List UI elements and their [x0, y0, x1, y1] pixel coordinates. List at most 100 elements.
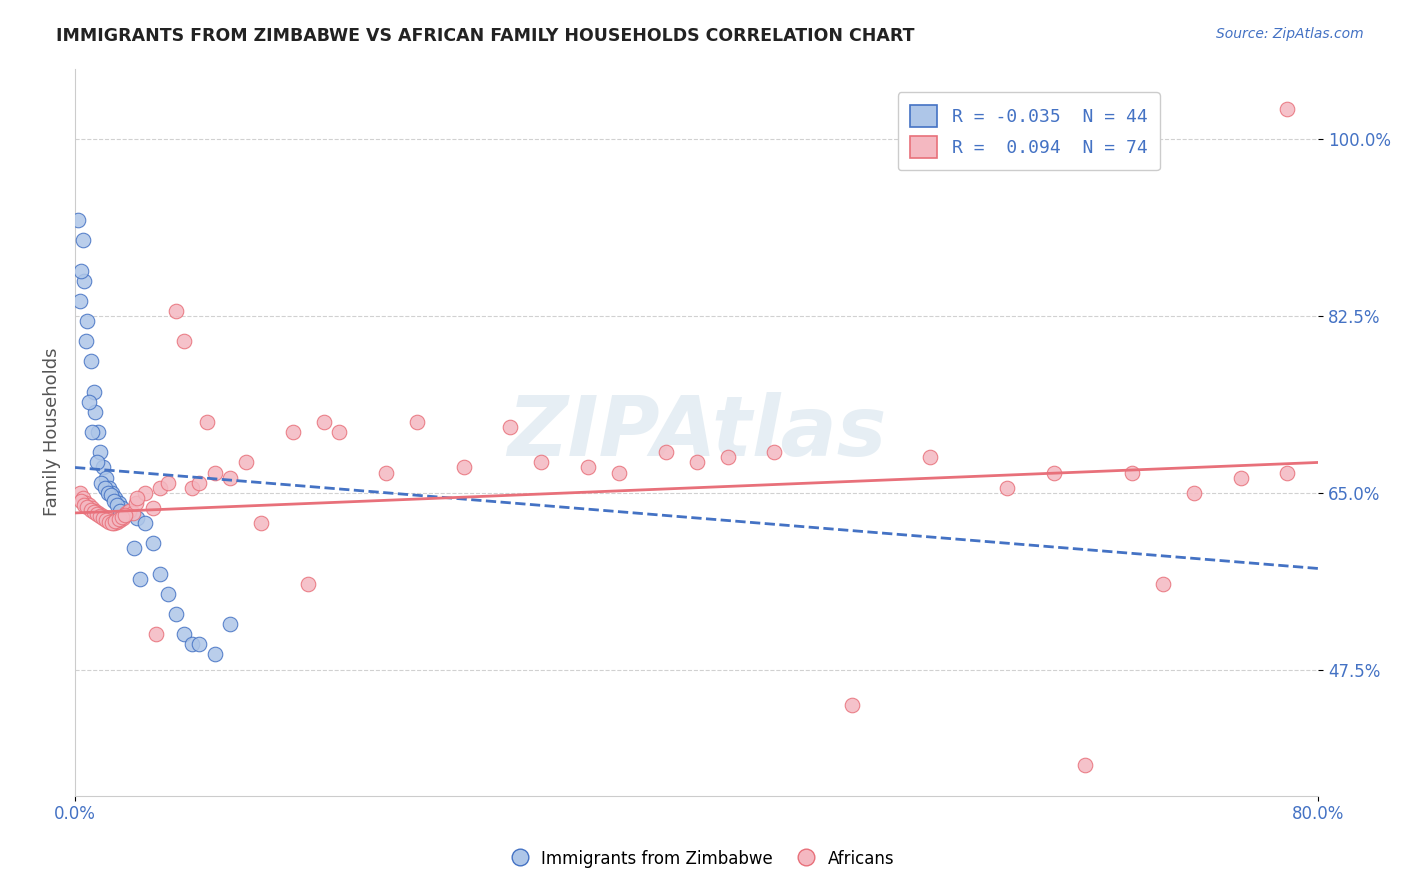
- Point: [76, 500, 98, 514]
- Point: [328, 425, 350, 439]
- Point: [1121, 466, 1143, 480]
- Point: [94, 470, 117, 484]
- Point: [499, 420, 522, 434]
- Point: [111, 510, 134, 524]
- Point: [82, 425, 104, 439]
- Point: [104, 514, 127, 528]
- Text: IMMIGRANTS FROM ZIMBABWE VS AFRICAN FAMILY HOUSEHOLDS CORRELATION CHART: IMMIGRANTS FROM ZIMBABWE VS AFRICAN FAMI…: [56, 27, 915, 45]
- Point: [108, 504, 131, 518]
- Point: [530, 455, 553, 469]
- Point: [149, 481, 172, 495]
- Point: [105, 498, 128, 512]
- Point: [100, 488, 122, 502]
- Point: [204, 648, 226, 662]
- Point: [122, 541, 145, 556]
- Point: [77, 498, 100, 512]
- Point: [134, 485, 156, 500]
- Point: [89, 508, 111, 523]
- Point: [142, 500, 165, 515]
- Point: [75, 334, 97, 349]
- Point: [149, 566, 172, 581]
- Point: [297, 576, 319, 591]
- Point: [104, 491, 127, 505]
- Point: [717, 450, 740, 465]
- Point: [918, 450, 941, 465]
- Point: [84, 504, 107, 518]
- Point: [195, 415, 218, 429]
- Point: [235, 455, 257, 469]
- Point: [165, 607, 187, 621]
- Legend: R = -0.035  N = 44, R =  0.094  N = 74: R = -0.035 N = 44, R = 0.094 N = 74: [897, 92, 1160, 170]
- Point: [70, 493, 93, 508]
- Point: [86, 455, 108, 469]
- Point: [127, 511, 149, 525]
- Point: [112, 511, 135, 525]
- Point: [73, 498, 96, 512]
- Point: [118, 504, 141, 518]
- Point: [83, 505, 105, 519]
- Point: [127, 491, 149, 505]
- Point: [79, 503, 101, 517]
- Point: [87, 425, 110, 439]
- Point: [93, 481, 115, 495]
- Point: [105, 515, 128, 529]
- Point: [101, 485, 124, 500]
- Point: [1074, 758, 1097, 772]
- Point: [114, 508, 136, 522]
- Point: [173, 334, 195, 349]
- Point: [685, 455, 707, 469]
- Point: [98, 481, 121, 495]
- Point: [145, 627, 167, 641]
- Point: [118, 506, 141, 520]
- Point: [250, 516, 273, 530]
- Point: [281, 425, 304, 439]
- Point: [576, 460, 599, 475]
- Point: [91, 511, 114, 525]
- Point: [406, 415, 429, 429]
- Point: [111, 500, 134, 515]
- Point: [312, 415, 335, 429]
- Point: [90, 508, 112, 522]
- Point: [91, 460, 114, 475]
- Point: [180, 637, 202, 651]
- Point: [114, 508, 136, 522]
- Point: [219, 617, 242, 632]
- Point: [76, 314, 98, 328]
- Point: [93, 510, 115, 524]
- Point: [83, 384, 105, 399]
- Point: [1277, 466, 1299, 480]
- Point: [107, 512, 129, 526]
- Point: [142, 536, 165, 550]
- Point: [157, 587, 180, 601]
- Point: [157, 475, 180, 490]
- Point: [115, 506, 138, 520]
- Point: [180, 481, 202, 495]
- Point: [67, 213, 90, 227]
- Point: [69, 485, 91, 500]
- Point: [79, 354, 101, 368]
- Point: [69, 293, 91, 308]
- Point: [84, 405, 107, 419]
- Point: [77, 394, 100, 409]
- Point: [103, 516, 125, 530]
- Point: [204, 466, 226, 480]
- Point: [87, 506, 110, 520]
- Point: [75, 496, 97, 510]
- Point: [97, 512, 120, 526]
- Point: [73, 274, 96, 288]
- Point: [134, 516, 156, 530]
- Point: [1229, 470, 1251, 484]
- Y-axis label: Family Households: Family Households: [44, 348, 60, 516]
- Point: [1277, 102, 1299, 116]
- Point: [70, 263, 93, 277]
- Point: [1182, 485, 1205, 500]
- Point: [654, 445, 676, 459]
- Point: [607, 466, 630, 480]
- Point: [219, 470, 242, 484]
- Point: [98, 515, 121, 529]
- Text: ZIPAtlas: ZIPAtlas: [508, 392, 886, 473]
- Point: [101, 516, 124, 530]
- Point: [129, 572, 152, 586]
- Point: [453, 460, 475, 475]
- Point: [97, 485, 120, 500]
